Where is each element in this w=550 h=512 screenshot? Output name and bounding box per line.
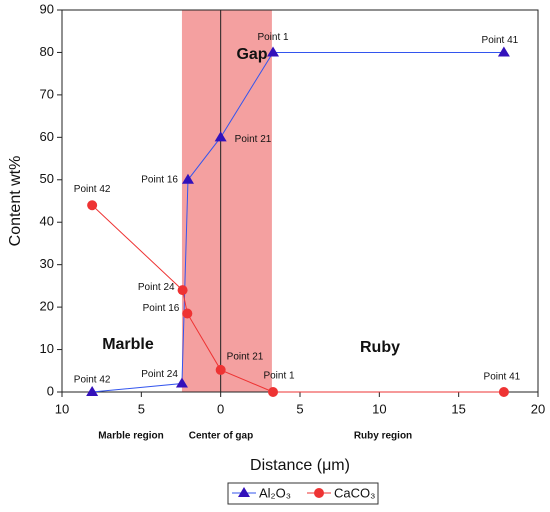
point-label: Point 42 — [74, 375, 111, 386]
point-label: Point 1 — [263, 371, 295, 382]
region-label: Ruby region — [354, 431, 412, 442]
series-line — [92, 51, 504, 393]
x-tick-label: 5 — [296, 401, 303, 416]
x-tick-label: 15 — [451, 401, 465, 416]
y-tick-label: 50 — [40, 171, 54, 186]
series-line — [91, 204, 504, 393]
plot-frame — [61, 9, 539, 393]
marker — [498, 387, 509, 397]
legend-marker — [314, 488, 324, 498]
point-label: Point 16 — [143, 303, 180, 314]
marker — [182, 308, 193, 319]
legend-marker — [238, 487, 250, 497]
y-tick-label: 80 — [40, 44, 54, 59]
y-axis-title: Content wt% — [7, 156, 24, 247]
x-tick-label: 10 — [372, 401, 386, 416]
gap-region — [181, 10, 272, 392]
marker — [181, 173, 194, 184]
point-label: Point 21 — [235, 134, 272, 145]
point-label: Point 42 — [74, 184, 111, 195]
y-tick-label: 60 — [40, 129, 54, 144]
region-label: Marble region — [98, 431, 164, 442]
annotation: Gap — [236, 46, 267, 63]
marker — [215, 364, 226, 375]
legend-label: CaCO₃ — [334, 485, 375, 500]
y-tick-label: 90 — [40, 1, 54, 16]
annotation: Marble — [102, 336, 154, 353]
x-axis-title: Distance (μm) — [250, 457, 350, 474]
point-label: Point 24 — [141, 369, 178, 380]
x-tick-label: 0 — [217, 401, 224, 416]
marker — [177, 285, 188, 296]
marker — [268, 387, 279, 397]
legend-box — [227, 482, 379, 505]
point-label: Point 41 — [482, 35, 519, 46]
marker — [87, 200, 98, 211]
y-tick-label: 40 — [40, 214, 54, 229]
y-tick-label: 30 — [40, 256, 54, 271]
y-tick-label: 20 — [40, 299, 54, 314]
point-label: Point 41 — [484, 372, 521, 383]
x-tick-label: 10 — [55, 401, 69, 416]
marker — [267, 46, 280, 57]
marker — [175, 377, 188, 388]
legend-label: Al₂O₃ — [259, 485, 291, 500]
point-label: Point 1 — [257, 32, 289, 43]
marker — [214, 131, 227, 142]
point-label: Point 24 — [138, 282, 175, 293]
y-tick-label: 10 — [40, 341, 54, 356]
x-tick-label: 20 — [531, 401, 545, 416]
annotation: Ruby — [360, 339, 400, 356]
x-tick-label: 5 — [138, 401, 145, 416]
marker — [86, 386, 99, 396]
marker — [497, 46, 510, 57]
region-label: Center of gap — [189, 431, 253, 442]
point-label: Point 21 — [227, 352, 264, 363]
y-tick-label: 70 — [40, 86, 54, 101]
y-tick-label: 0 — [47, 383, 54, 398]
point-label: Point 16 — [141, 174, 178, 185]
